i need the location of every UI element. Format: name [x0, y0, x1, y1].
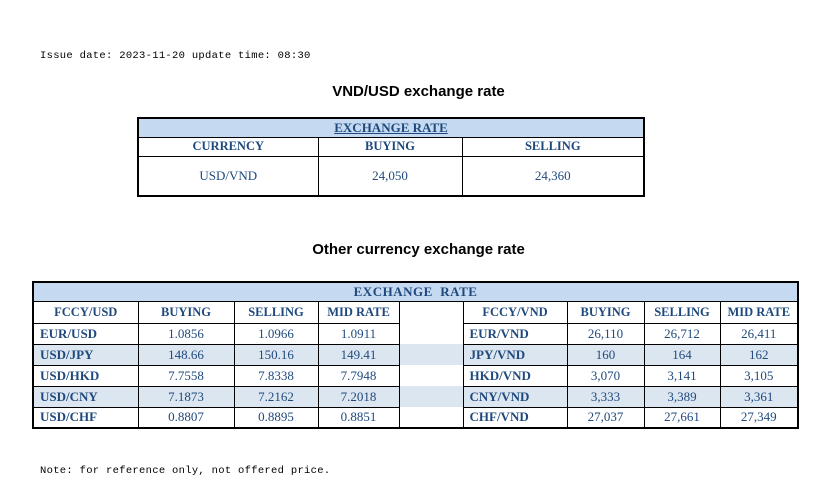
selling-rate-cell: 26,712: [643, 322, 721, 345]
table2-exchange-rate-band: EXCHANGE RATE: [32, 281, 799, 302]
currency-pair-cell: HKD/VND: [462, 364, 568, 387]
table2-column-header-buying-right: BUYING: [566, 300, 645, 324]
table2-row-chf: USD/CHF 0.8807 0.8895 0.8851 CHF/VND 27,…: [32, 406, 799, 429]
table2-row-hkd: USD/HKD 7.7558 7.8338 7.7948 HKD/VND 3,0…: [32, 364, 799, 387]
mid-rate-cell: 149.41: [317, 343, 400, 366]
buying-rate-cell: 26,110: [566, 322, 645, 345]
table2-gap-cell: [398, 344, 464, 365]
table2-column-header-buying-left: BUYING: [137, 300, 235, 324]
table2-gap-cell: [398, 407, 464, 429]
reference-note: Note: for reference only, not offered pr…: [40, 465, 331, 477]
table1-column-header-buying: BUYING: [317, 136, 463, 157]
table2-column-header-selling-left: SELLING: [233, 300, 319, 324]
table2-column-header-selling-right: SELLING: [643, 300, 721, 324]
buying-rate-cell: 27,037: [566, 406, 645, 429]
vnd-usd-section-title: VND/USD exchange rate: [332, 83, 505, 100]
mid-rate-cell: 3,361: [719, 385, 799, 408]
table2-column-header-midrate-right: MID RATE: [719, 300, 799, 324]
currency-pair-cell: USD/VND: [137, 155, 319, 197]
mid-rate-cell: 7.7948: [317, 364, 400, 387]
mid-rate-cell: 27,349: [719, 406, 799, 429]
currency-pair-cell: CHF/VND: [462, 406, 568, 429]
selling-rate-cell: 3,141: [643, 364, 721, 387]
buying-rate-cell: 3,070: [566, 364, 645, 387]
selling-rate-cell: 3,389: [643, 385, 721, 408]
table1-row-usd-vnd: USD/VND 24,050 24,360: [137, 155, 645, 197]
buying-rate-cell: 148.66: [137, 343, 235, 366]
selling-rate-cell: 7.8338: [233, 364, 319, 387]
buying-rate-cell: 1.0856: [137, 322, 235, 345]
table2-row-jpy: USD/JPY 148.66 150.16 149.41 JPY/VND 160…: [32, 343, 799, 366]
currency-pair-cell: USD/CNY: [32, 385, 139, 408]
table2-row-cny: USD/CNY 7.1873 7.2162 7.2018 CNY/VND 3,3…: [32, 385, 799, 408]
mid-rate-cell: 1.0911: [317, 322, 400, 345]
buying-rate-cell: 3,333: [566, 385, 645, 408]
table2-gap-cell: [398, 300, 464, 323]
table2-gap-cell: [398, 365, 464, 386]
currency-pair-cell: USD/HKD: [32, 364, 139, 387]
buying-rate-cell: 24,050: [317, 155, 463, 197]
selling-rate-cell: 1.0966: [233, 322, 319, 345]
selling-rate-cell: 7.2162: [233, 385, 319, 408]
selling-rate-cell: 164: [643, 343, 721, 366]
currency-pair-cell: USD/CHF: [32, 406, 139, 429]
mid-rate-cell: 7.2018: [317, 385, 400, 408]
table1-column-header-selling: SELLING: [461, 136, 645, 157]
mid-rate-cell: 3,105: [719, 364, 799, 387]
selling-rate-cell: 24,360: [461, 155, 645, 197]
table2-row-eur: EUR/USD 1.0856 1.0966 1.0911 EUR/VND 26,…: [32, 322, 799, 345]
buying-rate-cell: 7.1873: [137, 385, 235, 408]
table2-column-header-fccy-usd: FCCY/USD: [32, 300, 139, 324]
mid-rate-cell: 26,411: [719, 322, 799, 345]
table2-gap-cell: [398, 386, 464, 407]
table1-column-header-currency: CURRENCY: [137, 136, 319, 157]
other-currency-section-title: Other currency exchange rate: [312, 241, 525, 258]
currency-pair-cell: CNY/VND: [462, 385, 568, 408]
table2-gap-cell: [398, 323, 464, 344]
currency-pair-cell: JPY/VND: [462, 343, 568, 366]
mid-rate-cell: 0.8851: [317, 406, 400, 429]
table1-exchange-rate-band: EXCHANGE RATE: [137, 117, 645, 138]
table2-column-header-fccy-vnd: FCCY/VND: [462, 300, 568, 324]
selling-rate-cell: 0.8895: [233, 406, 319, 429]
selling-rate-cell: 27,661: [643, 406, 721, 429]
currency-pair-cell: USD/JPY: [32, 343, 139, 366]
other-currency-exchange-rate-table: EXCHANGE RATE FCCY/USD BUYING SELLING MI…: [32, 281, 800, 429]
currency-pair-cell: EUR/VND: [462, 322, 568, 345]
buying-rate-cell: 7.7558: [137, 364, 235, 387]
table2-column-header-midrate-left: MID RATE: [317, 300, 400, 324]
currency-pair-cell: EUR/USD: [32, 322, 139, 345]
selling-rate-cell: 150.16: [233, 343, 319, 366]
mid-rate-cell: 162: [719, 343, 799, 366]
buying-rate-cell: 0.8807: [137, 406, 235, 429]
vnd-usd-exchange-rate-table: EXCHANGE RATE CURRENCY BUYING SELLING US…: [137, 117, 646, 197]
issue-date-line: Issue date: 2023-11-20 update time: 08:3…: [40, 50, 311, 62]
table1-band-label: EXCHANGE RATE: [334, 119, 448, 135]
buying-rate-cell: 160: [566, 343, 645, 366]
